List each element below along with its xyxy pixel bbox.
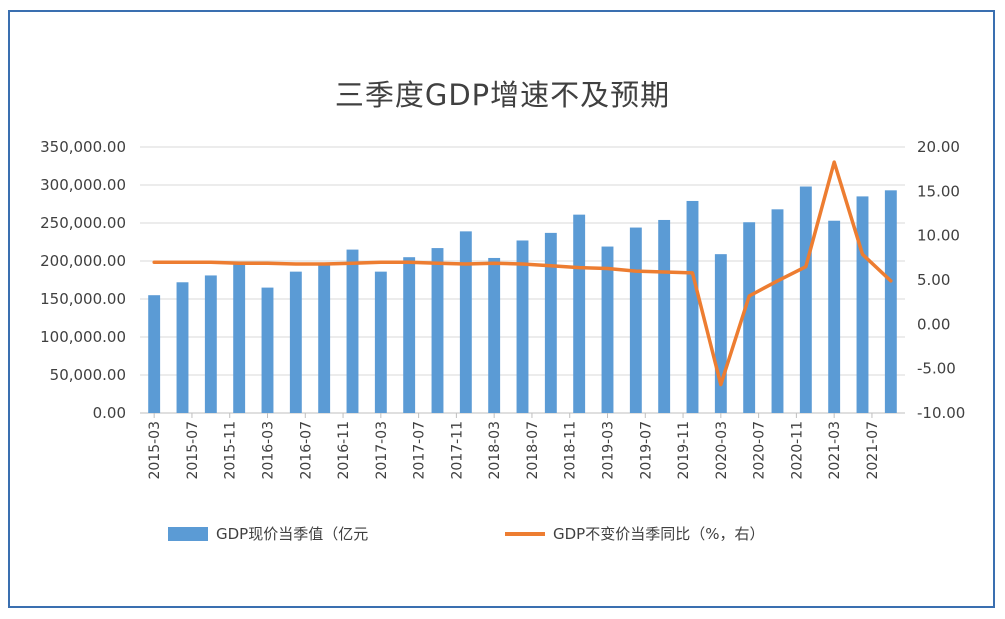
x-tick-label: 2019-03: [601, 421, 617, 480]
y-left-tick-label: 250,000.00: [40, 214, 126, 232]
yoy-growth-line: [152, 160, 893, 387]
bar: [346, 249, 359, 413]
x-tick-label: 2015-11: [223, 421, 239, 480]
bar: [573, 214, 586, 413]
bar: [771, 209, 784, 413]
y-left-tick-label: 150,000.00: [40, 290, 126, 308]
bar: [176, 282, 189, 413]
y-right-tick-label: 5.00: [917, 271, 950, 289]
y-left-tick-label: 300,000.00: [40, 176, 126, 194]
x-tick-label: 2019-07: [638, 421, 654, 480]
x-tick-label: 2018-11: [563, 421, 579, 480]
x-tick-label: 2021-07: [865, 421, 881, 480]
x-tick-label: 2017-11: [449, 421, 465, 480]
bar: [714, 254, 727, 413]
x-tick-label: 2015-03: [147, 421, 163, 480]
bar: [204, 275, 217, 413]
bar: [516, 240, 529, 413]
bar: [743, 222, 756, 413]
bar: [318, 264, 331, 413]
legend-item-line: GDP不变价当季同比（%，右）: [505, 523, 764, 544]
y-right-tick-label: 10.00: [917, 227, 960, 245]
bar: [488, 257, 501, 413]
legend-item-bar: GDP现价当季值（亿元: [168, 523, 368, 544]
bar: [459, 231, 472, 413]
x-tick-label: 2019-11: [676, 421, 692, 480]
bar: [233, 263, 246, 413]
bar: [658, 219, 671, 413]
bar: [629, 227, 642, 413]
bar: [686, 200, 699, 413]
bar: [148, 295, 161, 413]
x-tick-label: 2018-07: [525, 421, 541, 480]
legend-bar-label: GDP现价当季值（亿元: [216, 525, 369, 543]
x-tick-label: 2016-03: [261, 421, 277, 480]
y-left-tick-label: 0.00: [93, 404, 126, 422]
y-left-tick-label: 350,000.00: [40, 138, 126, 156]
legend-line-swatch: [505, 531, 545, 536]
y-right-tick-label: -10.00: [917, 404, 965, 422]
bar: [884, 190, 897, 413]
x-tick-label: 2016-11: [336, 421, 352, 480]
x-tick-label: 2021-03: [827, 421, 843, 480]
y-right-tick-label: 15.00: [917, 182, 960, 200]
y-left-tick-label: 200,000.00: [40, 252, 126, 270]
x-tick-label: 2020-11: [789, 421, 805, 480]
x-tick-label: 2018-03: [487, 421, 503, 480]
bar: [828, 220, 841, 413]
x-tick-label: 2016-07: [298, 421, 314, 480]
bar: [403, 257, 416, 413]
bar: [544, 232, 557, 413]
bar: [856, 196, 869, 413]
x-tick-label: 2020-07: [752, 421, 768, 480]
chart-title: 三季度GDP增速不及预期: [334, 78, 671, 112]
legend-line-label: GDP不变价当季同比（%，右）: [553, 525, 765, 543]
y-left-tick-label: 100,000.00: [40, 328, 126, 346]
y-right-tick-label: -5.00: [917, 360, 956, 378]
y-right-tick-label: 20.00: [917, 138, 960, 156]
bar: [261, 287, 274, 413]
bar: [431, 248, 444, 413]
x-tick-label: 2017-03: [374, 421, 390, 480]
bar: [601, 246, 614, 413]
y-right-tick-label: 0.00: [917, 315, 950, 333]
bar: [374, 271, 387, 413]
bar: [799, 186, 812, 413]
legend-bar-swatch: [168, 526, 208, 541]
x-tick-label: 2015-07: [185, 421, 201, 480]
x-tick-label: 2017-07: [412, 421, 428, 480]
x-tick-label: 2020-03: [714, 421, 730, 480]
bar: [289, 271, 302, 413]
y-left-tick-label: 50,000.00: [50, 366, 126, 384]
